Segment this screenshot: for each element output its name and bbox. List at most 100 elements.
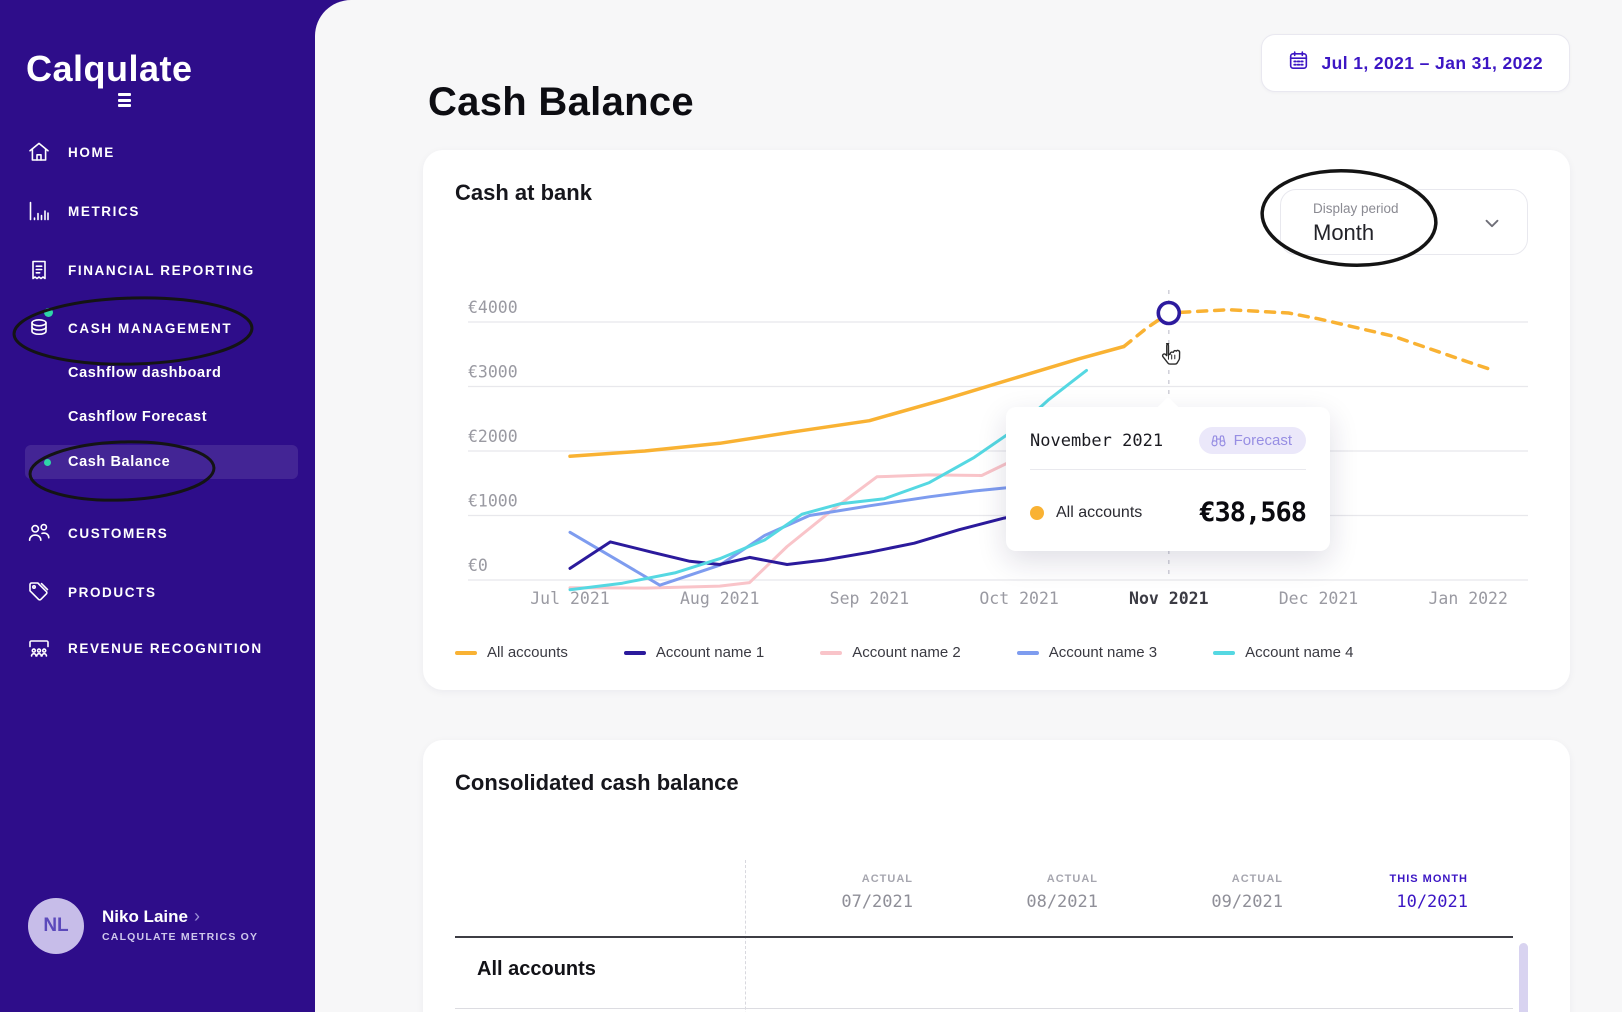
sidebar-item-label: Cash Balance [68, 454, 171, 470]
cash-at-bank-card: Cash at bank Display period Month €4000 €… [423, 150, 1570, 690]
legend-item[interactable]: Account name 1 [623, 644, 765, 661]
table-column-header: ACTUAL 08/2021 [1026, 873, 1098, 912]
sidebar-item-cashflow-dashboard[interactable]: Cashflow dashboard [0, 355, 315, 391]
legend-label: Account name 2 [852, 644, 961, 661]
chart-legend: All accounts Account name 1 Account name 2… [455, 644, 1354, 661]
legend-item[interactable]: All accounts [455, 644, 568, 661]
date-range-value: Jul 1, 2021 – Jan 31, 2022 [1321, 52, 1543, 73]
sidebar-item-cash-management[interactable]: CASH MANAGEMENT [0, 308, 315, 346]
legend-label: Account name 1 [655, 644, 765, 661]
table-header-rule [455, 936, 1513, 938]
sidebar-item-financial-reporting[interactable]: FINANCIAL REPORTING [0, 252, 315, 288]
table-row-label: All accounts [477, 958, 596, 980]
sidebar-item-label: CUSTOMERS [68, 525, 169, 541]
sidebar-item-metrics[interactable]: METRICS [0, 193, 315, 229]
consolidated-cash-balance-card: Consolidated cash balance ACTUAL 07/2021 A… [423, 740, 1570, 1012]
y-axis-label: €1000 [468, 492, 518, 511]
logo-q-dashes [118, 93, 131, 110]
metrics-icon [27, 199, 51, 223]
column-period: 08/2021 [1026, 892, 1098, 912]
legend-item[interactable]: Account name 2 [820, 644, 961, 661]
date-range-picker[interactable]: Jul 1, 2021 – Jan 31, 2022 [1261, 34, 1570, 92]
hover-marker [1156, 300, 1182, 326]
series-color-dot [1030, 505, 1044, 520]
cash-at-bank-line-chart[interactable]: €4000 €3000 €2000 €1000 €0 Jul 2021 Aug 2021 Se… [423, 280, 1570, 620]
display-period-value: Month [1313, 220, 1375, 245]
vertical-scrollbar[interactable] [1519, 943, 1528, 1012]
legend-swatch [820, 650, 843, 655]
sidebar-item-home[interactable]: HOME [0, 134, 315, 170]
chevron-down-icon [1481, 212, 1503, 239]
page-title: Cash Balance [428, 80, 694, 124]
sidebar-item-customers[interactable]: CUSTOMERS [0, 515, 315, 551]
tooltip-series-name: All accounts [1056, 503, 1143, 521]
sidebar-item-label: CASH MANAGEMENT [68, 320, 233, 336]
x-axis-label: Nov 2021 [1129, 589, 1209, 608]
tooltip-value: €38,568 [1199, 497, 1307, 528]
legend-item[interactable]: Account name 4 [1213, 644, 1354, 661]
chart-tooltip: November 2021 Forecast All accounts €38,… [1006, 407, 1330, 551]
sidebar-item-label: METRICS [68, 203, 140, 219]
sidebar-item-cash-balance[interactable]: Cash Balance [0, 444, 315, 480]
x-axis-label: Dec 2021 [1279, 589, 1358, 608]
table-column-header: ACTUAL 09/2021 [1211, 873, 1283, 912]
card-title-cash-at-bank: Cash at bank [455, 180, 592, 205]
legend-label: All accounts [487, 644, 568, 661]
forecast-badge: Forecast [1198, 427, 1306, 454]
column-tag: THIS MONTH [1389, 873, 1468, 885]
home-icon [27, 140, 51, 164]
x-axis-label: Sep 2021 [830, 589, 909, 608]
sidebar-item-label: Cashflow Forecast [68, 409, 208, 425]
sidebar-item-label: REVENUE RECOGNITION [68, 640, 263, 656]
notification-dot [44, 308, 53, 317]
products-icon [27, 580, 51, 604]
sidebar-item-revenue-recognition[interactable]: REVENUE RECOGNITION [0, 630, 315, 666]
legend-label: Account name 4 [1245, 644, 1354, 661]
main-content: Cash Balance Jul 1, 2021 – Jan 31, 2022 … [315, 0, 1622, 1012]
sidebar-item-label: FINANCIAL REPORTING [68, 262, 255, 278]
legend-label: Account name 3 [1048, 644, 1158, 661]
sidebar-item-products[interactable]: PRODUCTS [0, 574, 315, 610]
x-axis-label: Jul 2021 [530, 589, 609, 608]
sidebar-item-cashflow-forecast[interactable]: Cashflow Forecast [0, 399, 315, 435]
column-tag: ACTUAL [861, 873, 913, 885]
column-tag: ACTUAL [1046, 873, 1098, 885]
column-tag: ACTUAL [1231, 873, 1283, 885]
user-company: CALQULATE METRICS OY [102, 931, 259, 943]
calendar-icon [1288, 50, 1309, 76]
y-axis-label: €2000 [468, 427, 518, 446]
avatar: NL [28, 898, 84, 954]
x-axis-label: Aug 2021 [680, 589, 759, 608]
active-item-bullet [44, 458, 51, 466]
user-profile-button[interactable]: NL Niko Laine › CALQULATE METRICS OY [28, 898, 308, 958]
sidebar: Calqulate HOME METRICS FINANCIAL REPORTING… [0, 0, 315, 1012]
legend-item[interactable]: Account name 3 [1016, 644, 1158, 661]
y-axis-label: €3000 [468, 363, 518, 382]
x-axis-label: Jan 2022 [1428, 589, 1507, 608]
y-axis-label: €0 [468, 556, 488, 575]
cash-management-icon [27, 316, 51, 340]
revenue-recognition-icon [27, 636, 51, 660]
table-row-divider [455, 1008, 1513, 1009]
tooltip-month: November 2021 [1030, 430, 1164, 451]
table-column-header: ACTUAL 07/2021 [841, 873, 913, 912]
chevron-right-icon: › [193, 906, 200, 926]
user-name: Niko Laine › [102, 906, 200, 926]
card-title-consolidated: Consolidated cash balance [455, 770, 739, 795]
chart-series-line [1122, 307, 1496, 373]
sidebar-item-label: HOME [68, 144, 115, 160]
x-axis-label: Oct 2021 [979, 589, 1058, 608]
column-period: 07/2021 [841, 892, 913, 912]
tooltip-divider [1030, 469, 1306, 470]
cursor-pointer-icon [1161, 343, 1181, 365]
display-period-dropdown[interactable]: Display period Month [1280, 189, 1528, 255]
legend-swatch [1213, 650, 1236, 655]
sidebar-item-label: Cashflow dashboard [68, 365, 222, 381]
sidebar-item-label: PRODUCTS [68, 584, 157, 600]
legend-swatch [623, 650, 646, 655]
customers-icon [27, 521, 51, 545]
financial-reporting-icon [27, 258, 51, 282]
column-period: 09/2021 [1211, 892, 1283, 912]
column-period: 10/2021 [1396, 892, 1468, 912]
